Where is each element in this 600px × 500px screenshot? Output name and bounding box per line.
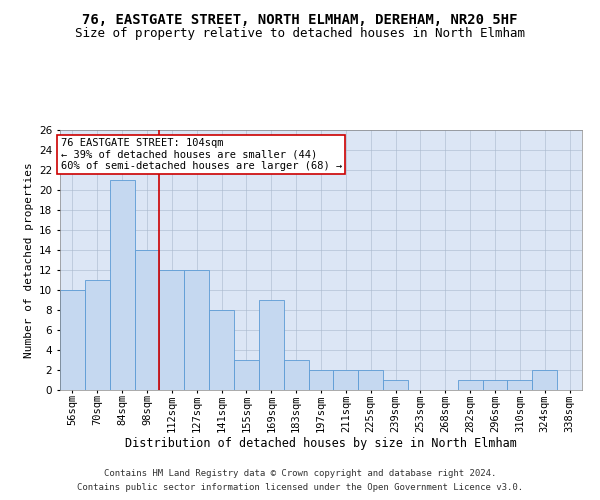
Bar: [209, 310, 234, 390]
Bar: [532, 370, 557, 390]
Bar: [234, 360, 259, 390]
X-axis label: Distribution of detached houses by size in North Elmham: Distribution of detached houses by size …: [125, 437, 517, 450]
Text: Size of property relative to detached houses in North Elmham: Size of property relative to detached ho…: [75, 28, 525, 40]
Text: Contains public sector information licensed under the Open Government Licence v3: Contains public sector information licen…: [77, 484, 523, 492]
Text: 76, EASTGATE STREET, NORTH ELMHAM, DEREHAM, NR20 5HF: 76, EASTGATE STREET, NORTH ELMHAM, DEREH…: [82, 12, 518, 26]
Bar: [85, 280, 110, 390]
Bar: [508, 380, 532, 390]
Bar: [184, 270, 209, 390]
Bar: [308, 370, 334, 390]
Bar: [284, 360, 308, 390]
Bar: [482, 380, 508, 390]
Text: Contains HM Land Registry data © Crown copyright and database right 2024.: Contains HM Land Registry data © Crown c…: [104, 468, 496, 477]
Bar: [358, 370, 383, 390]
Bar: [60, 290, 85, 390]
Text: 76 EASTGATE STREET: 104sqm
← 39% of detached houses are smaller (44)
60% of semi: 76 EASTGATE STREET: 104sqm ← 39% of deta…: [61, 138, 342, 171]
Bar: [160, 270, 184, 390]
Y-axis label: Number of detached properties: Number of detached properties: [23, 162, 34, 358]
Bar: [334, 370, 358, 390]
Bar: [383, 380, 408, 390]
Bar: [259, 300, 284, 390]
Bar: [110, 180, 134, 390]
Bar: [134, 250, 160, 390]
Bar: [458, 380, 482, 390]
